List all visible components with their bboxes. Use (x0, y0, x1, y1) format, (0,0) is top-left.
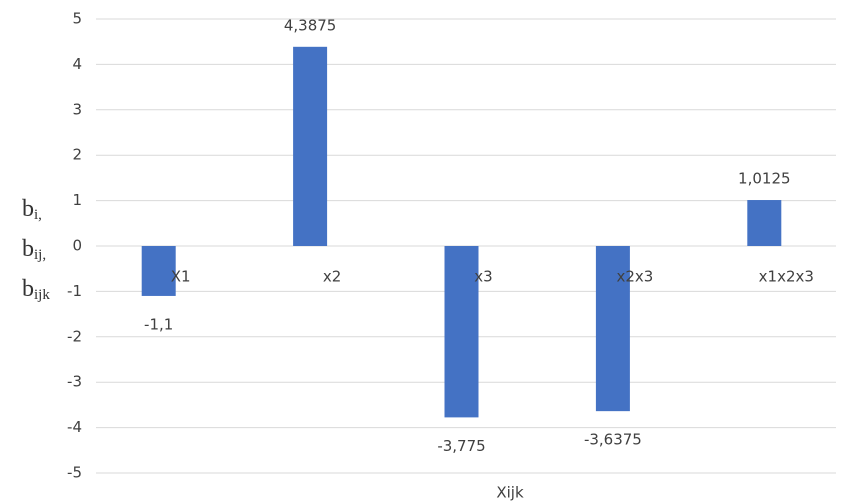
y-axis-label: bi,bij,bijk (22, 196, 50, 304)
y-label-sub: i, (34, 207, 42, 223)
y-label-line: bi, (22, 196, 42, 224)
y-tick-label: 0 (72, 237, 82, 255)
x-tick-label: X1 (171, 268, 191, 286)
x-tick-label: x3 (474, 268, 492, 286)
y-tick-label: 1 (72, 191, 82, 209)
value-label: 4,3875 (284, 16, 337, 34)
value-label: 1,0125 (738, 170, 791, 188)
y-label-base: b (22, 276, 34, 302)
y-label-sub: ij, (34, 247, 46, 263)
bar (444, 246, 479, 418)
bar (293, 46, 328, 247)
y-tick-label: -5 (67, 464, 82, 482)
x-tick-label: x2 (323, 268, 341, 286)
y-tick-label: -2 (67, 327, 82, 345)
bar (141, 246, 176, 296)
x-tick-label: x1x2x3 (759, 268, 814, 286)
x-axis-label: Xijk (496, 484, 524, 502)
x-tick-label: x2x3 (616, 268, 653, 286)
y-label-base: b (22, 236, 34, 262)
bar (747, 200, 782, 246)
bar (595, 246, 630, 412)
value-label: -3,775 (437, 437, 485, 455)
y-label-base: b (22, 196, 34, 222)
y-label-line: bij, (22, 236, 46, 264)
value-label: -1,1 (144, 315, 173, 333)
y-tick-label: -4 (67, 418, 82, 436)
y-label-line: bijk (22, 276, 50, 304)
y-tick-label: 3 (72, 100, 82, 118)
y-tick-label: 2 (72, 146, 82, 164)
y-tick-label: 5 (72, 10, 82, 28)
value-label: -3,6375 (584, 431, 642, 449)
y-tick-label: -1 (67, 282, 82, 300)
y-tick-label: -3 (67, 373, 82, 391)
y-label-sub: ijk (34, 287, 50, 303)
y-tick-label: 4 (72, 55, 82, 73)
